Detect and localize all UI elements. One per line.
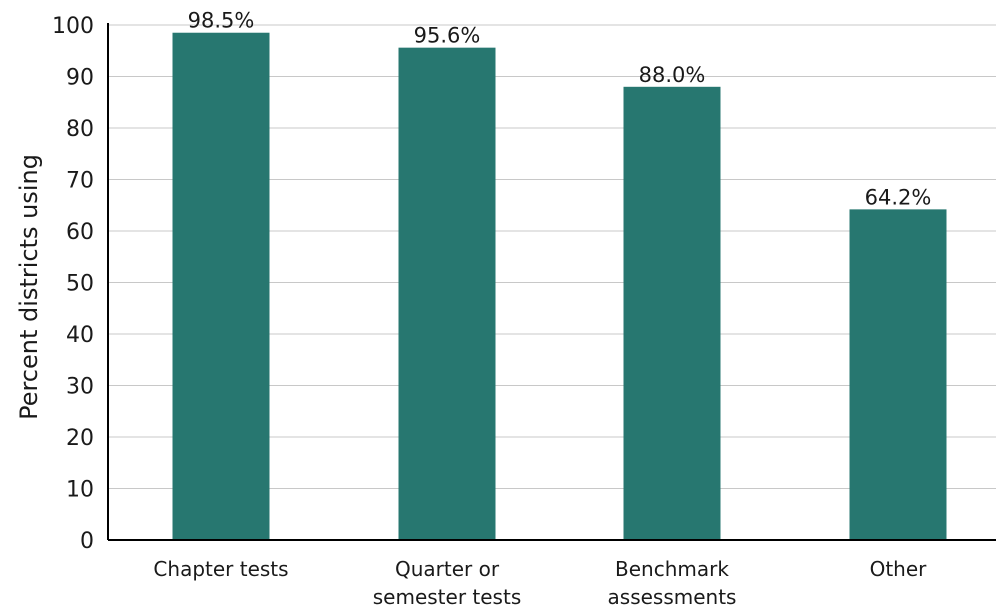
x-category-label: Other xyxy=(870,557,928,581)
x-category-label: assessments xyxy=(608,585,737,607)
x-category-labels: Chapter tests Quarter or semester tests Ben… xyxy=(153,557,928,609)
x-category-label: Benchmark xyxy=(615,557,729,581)
x-category-label: semester tests xyxy=(373,585,522,607)
y-tick-label: 10 xyxy=(66,478,94,503)
bars xyxy=(172,32,947,541)
x-category-label: Chapter tests xyxy=(153,557,288,581)
data-label: 64.2% xyxy=(865,185,932,209)
x-category-label: Quarter or xyxy=(395,557,500,581)
data-labels: 98.5% 95.6% 88.0% 64.2% xyxy=(188,9,932,210)
axes xyxy=(107,23,996,541)
data-label: 95.6% xyxy=(414,24,481,48)
y-tick-label: 50 xyxy=(66,272,94,297)
y-tick-labels: 0 10 20 30 40 50 60 70 80 90 100 xyxy=(52,14,94,554)
y-tick-label: 100 xyxy=(52,14,94,39)
bar xyxy=(172,32,270,540)
y-tick-label: 0 xyxy=(80,529,94,554)
y-tick-label: 60 xyxy=(66,220,94,245)
bar xyxy=(623,86,721,541)
data-label: 88.0% xyxy=(639,63,706,87)
bar xyxy=(849,209,947,540)
bar xyxy=(398,47,496,540)
y-axis-title: Percent districts using xyxy=(15,154,43,420)
y-tick-label: 80 xyxy=(66,117,94,142)
y-tick-label: 90 xyxy=(66,66,94,91)
y-tick-label: 20 xyxy=(66,426,94,451)
y-tick-label: 40 xyxy=(66,323,94,348)
data-label: 98.5% xyxy=(188,9,255,33)
y-tick-label: 30 xyxy=(66,375,94,400)
y-tick-label: 70 xyxy=(66,169,94,194)
